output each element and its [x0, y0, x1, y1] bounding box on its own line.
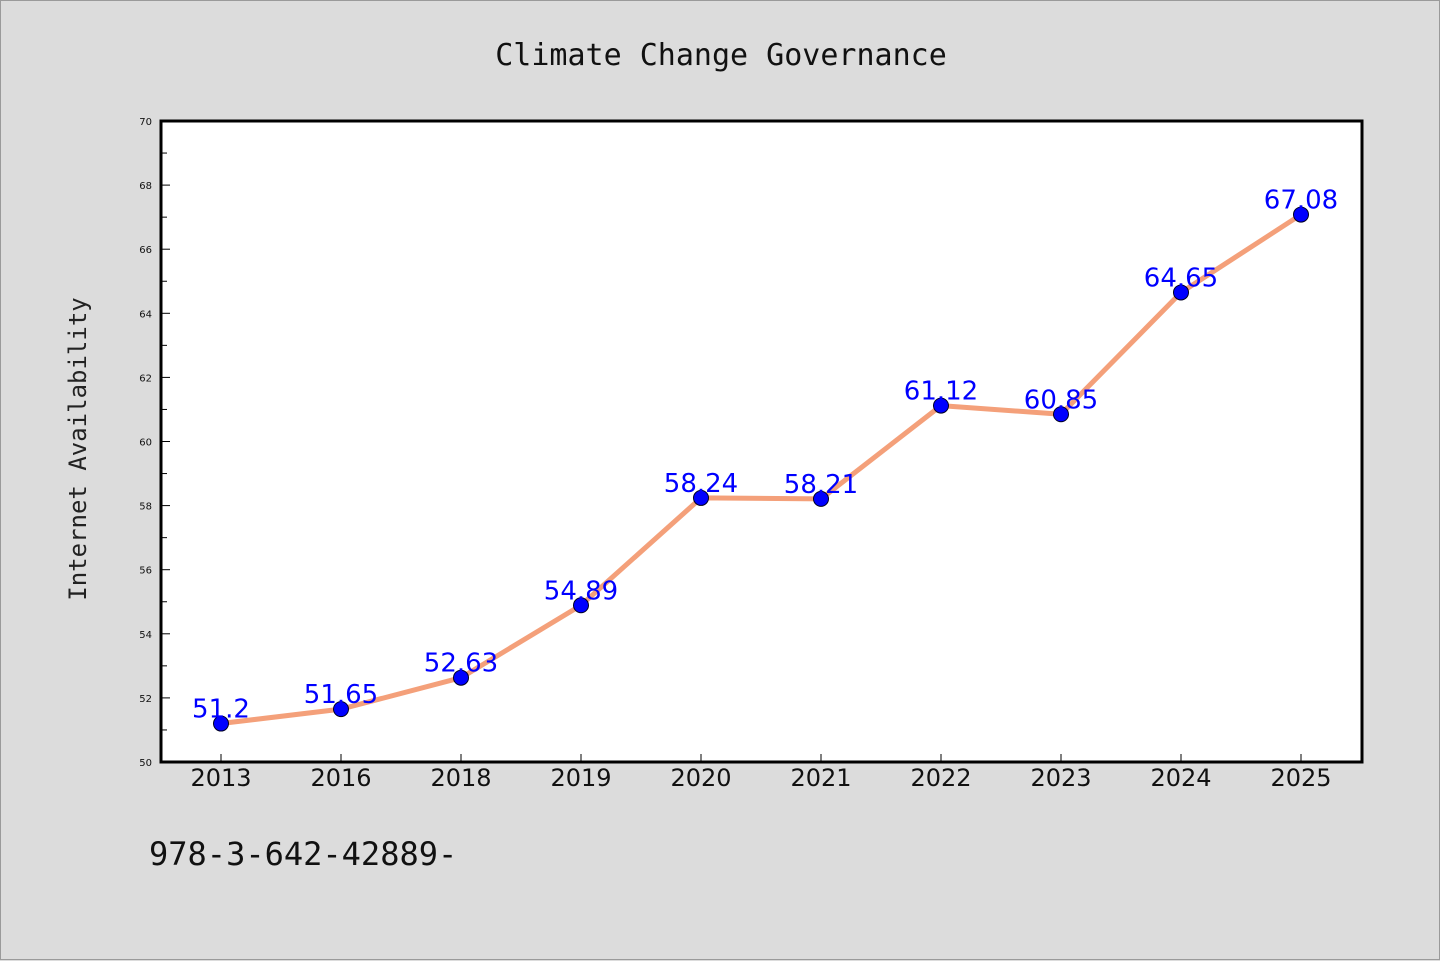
data-point — [933, 397, 949, 414]
x-tick-label: 2023 — [1030, 764, 1091, 792]
x-tick-label: 2013 — [190, 764, 251, 792]
data-label: 58.24 — [664, 469, 738, 499]
x-tick-label: 2020 — [670, 764, 731, 792]
data-point — [1173, 284, 1189, 301]
y-tick-label: 56 — [139, 566, 152, 577]
data-label: 52.63 — [424, 649, 498, 679]
plot-area — [159, 119, 1364, 764]
data-label-layer: 51.2 51.65 52.63 54.89 58.24 58.21 61.12 60.85 6… — [192, 186, 1338, 725]
y-tick-label: 62 — [139, 373, 152, 384]
y-tick-label: 68 — [139, 181, 152, 192]
x-tick-label: 2018 — [430, 764, 491, 792]
y-tick-label: 52 — [139, 694, 152, 705]
footer-note: 978-3-642-42889- — [149, 835, 457, 873]
data-label: 58.21 — [784, 470, 858, 500]
data-label: 64.65 — [1144, 263, 1218, 293]
data-point — [813, 490, 829, 507]
data-point — [453, 669, 469, 686]
y-tick-label: 70 — [139, 117, 152, 128]
data-point — [1293, 206, 1309, 223]
y-tick-label: 54 — [139, 630, 152, 641]
data-label: 51.2 — [192, 695, 250, 725]
y-tick-label: 50 — [139, 758, 152, 769]
chart-title: Climate Change Governance — [495, 38, 947, 73]
series-layer — [213, 206, 1309, 732]
y-tick-label: 60 — [139, 438, 152, 449]
x-tick-label: 2025 — [1270, 764, 1331, 792]
data-point — [693, 489, 709, 506]
y-tick-label: 58 — [139, 502, 152, 513]
data-point — [573, 597, 589, 614]
y-axis-label: Internet Availability — [64, 297, 92, 600]
data-label: 61.12 — [904, 377, 978, 407]
x-axis: 2013 2016 2018 2019 2020 2021 2022 2023 2024 2025 — [190, 754, 1332, 792]
y-axis: 50 52 54 56 58 60 62 64 66 68 70 — [139, 117, 170, 769]
y-tick-label: 64 — [139, 309, 152, 320]
y-tick-label: 66 — [139, 245, 152, 256]
x-tick-label: 2019 — [550, 764, 611, 792]
data-point — [1053, 406, 1069, 423]
data-point — [333, 701, 349, 718]
x-tick-label: 2024 — [1150, 764, 1211, 792]
data-point — [213, 715, 229, 732]
data-label: 60.85 — [1024, 385, 1098, 415]
series-line — [218, 212, 1304, 727]
x-tick-label: 2021 — [790, 764, 851, 792]
data-label: 51.65 — [304, 680, 378, 710]
data-label: 67.08 — [1264, 186, 1338, 216]
data-label: 54.89 — [544, 576, 618, 606]
x-tick-label: 2016 — [310, 764, 371, 792]
x-tick-label: 2022 — [910, 764, 971, 792]
